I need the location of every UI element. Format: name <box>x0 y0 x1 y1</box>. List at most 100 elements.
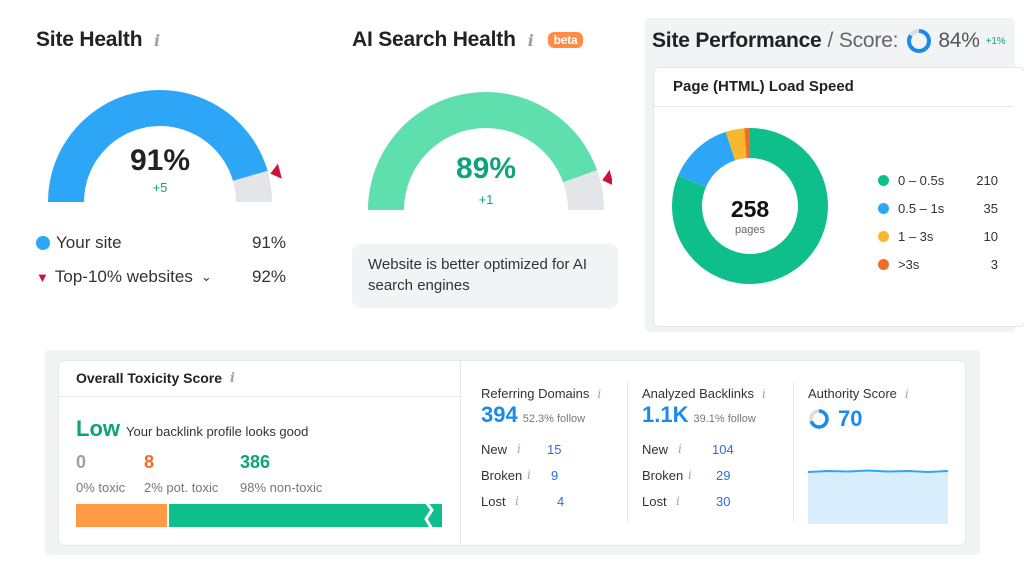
info-icon[interactable]: i <box>153 31 160 50</box>
donut-segment[interactable] <box>678 131 736 188</box>
divider <box>167 504 169 527</box>
row-label: New <box>642 441 669 457</box>
authority-ring-icon <box>809 409 829 429</box>
row-value[interactable]: 9 <box>551 467 559 483</box>
blue-dot-icon <box>36 236 50 250</box>
referring-domains-table: New i 15 Broken i 9 Lost i 4 <box>481 436 581 514</box>
analyzed-backlinks-title-text: Analyzed Backlinks <box>642 386 754 401</box>
authority-title: Authority Score i <box>808 386 909 401</box>
orange-dot-icon <box>878 258 889 270</box>
info-icon[interactable]: i <box>904 386 909 401</box>
info-icon[interactable]: i <box>527 30 534 50</box>
info-icon[interactable]: i <box>597 386 602 401</box>
divider <box>460 360 461 546</box>
table-row: Broken i 9 <box>481 462 581 488</box>
donut-segment[interactable] <box>744 128 750 159</box>
table-row: Lost i 4 <box>481 488 581 514</box>
row-label: New <box>481 441 508 457</box>
top-10-marker-icon <box>602 169 612 185</box>
row-value[interactable]: 104 <box>712 441 734 457</box>
legend-top-10-label: Top-10% websites <box>54 267 193 286</box>
donut-segment[interactable] <box>725 128 747 161</box>
toxic-count: 0 <box>76 452 87 472</box>
analyzed-backlinks-table: New i 104 Broken i 29 Lost i 30 <box>642 436 752 514</box>
score-ring-icon <box>907 29 932 53</box>
info-icon[interactable]: i <box>515 494 519 508</box>
info-icon[interactable]: i <box>230 370 235 386</box>
legend-label: >3s <box>898 256 920 272</box>
legend-item-medium[interactable]: 0.5 – 1s 35 <box>878 194 998 222</box>
score-delta: +1% <box>985 35 1006 47</box>
load-speed-donut <box>672 128 828 284</box>
info-icon[interactable]: i <box>688 468 692 482</box>
ai-health-delta: +1 <box>478 192 494 207</box>
analyzed-backlinks-title: Analyzed Backlinks i <box>642 386 766 401</box>
legend-item-fast[interactable]: 0 – 0.5s 210 <box>878 166 998 194</box>
load-speed-card <box>653 67 1024 327</box>
ai-health-gauge-fill <box>368 92 598 210</box>
referring-domains-title: Referring Domains i <box>481 386 601 401</box>
ai-health-value: 89% <box>455 152 517 185</box>
table-row: Lost i 30 <box>642 488 752 514</box>
row-value[interactable]: 15 <box>547 441 562 457</box>
ai-health-message: Website is better optimized for AI searc… <box>352 244 618 308</box>
ai-health-title: AI Search Health i beta <box>352 28 584 52</box>
info-icon[interactable]: i <box>678 442 682 456</box>
info-icon[interactable]: i <box>676 494 680 508</box>
toxicity-level: Low <box>76 416 120 441</box>
divider <box>58 396 460 397</box>
legend-top-10[interactable]: ▼ Top-10% websites ⌄ 92% <box>36 267 286 287</box>
referring-domains-note: 52.3% follow <box>522 413 586 425</box>
legend-top-10-value: 92% <box>251 267 286 286</box>
score-value: 84% <box>938 29 980 52</box>
load-speed-legend: 0 – 0.5s 210 0.5 – 1s 35 1 – 3s 10 >3s 3 <box>878 166 998 278</box>
ai-health-gauge <box>368 92 612 210</box>
legend-label: 0 – 0.5s <box>898 172 945 188</box>
legend-label: 0.5 – 1s <box>898 200 945 216</box>
analyzed-backlinks-note: 39.1% follow <box>693 413 756 425</box>
beta-badge: beta <box>547 32 584 48</box>
axis-break-icon <box>424 502 434 529</box>
authority-trend-chart <box>808 469 948 524</box>
toxicity-title: Overall Toxicity Score i <box>76 370 235 386</box>
referring-domains-title-text: Referring Domains <box>481 386 590 401</box>
non-toxic-label: 98% non-toxic <box>240 480 323 495</box>
row-label: Broken <box>642 467 684 483</box>
row-value[interactable]: 4 <box>557 493 565 509</box>
row-label: Lost <box>481 493 506 509</box>
legend-label: 1 – 3s <box>898 228 934 244</box>
legend-count: 35 <box>983 200 998 216</box>
donut-segment[interactable] <box>672 128 828 284</box>
yellow-dot-icon <box>878 230 889 242</box>
info-icon[interactable]: i <box>762 386 766 401</box>
toxicity-bar-non-toxic <box>169 502 442 529</box>
toxicity-title-text: Overall Toxicity Score <box>76 370 223 386</box>
legend-item-slow[interactable]: 1 – 3s 10 <box>878 222 998 250</box>
table-row: Broken i 29 <box>642 462 752 488</box>
row-value[interactable]: 29 <box>716 467 731 483</box>
donut-total: 258 <box>730 196 770 222</box>
site-health-delta: +5 <box>152 180 168 195</box>
legend-your-site: Your site 91% <box>36 233 286 253</box>
divider <box>627 382 628 522</box>
analyzed-backlinks-value[interactable]: 1.1K <box>642 402 689 427</box>
toxicity-bar-pot-toxic <box>76 504 167 527</box>
blue-dot-icon <box>878 202 889 214</box>
info-icon[interactable]: i <box>517 442 521 456</box>
legend-your-site-value: 91% <box>251 233 286 252</box>
site-performance-title: Site Performance / Score: 84% +1% <box>652 28 1006 54</box>
legend-item-very-slow[interactable]: >3s 3 <box>878 250 998 278</box>
info-icon[interactable]: i <box>527 468 531 482</box>
toxic-label: 0% toxic <box>76 480 126 495</box>
authority-value[interactable]: 70 <box>838 406 863 431</box>
load-speed-title: Page (HTML) Load Speed <box>673 78 854 95</box>
score-label: / Score: <box>827 29 899 52</box>
row-label: Broken <box>481 467 523 483</box>
referring-domains-value[interactable]: 394 <box>481 402 518 427</box>
chevron-down-icon[interactable]: ⌄ <box>200 269 212 284</box>
red-triangle-icon: ▼ <box>36 269 49 285</box>
row-value[interactable]: 30 <box>716 493 731 509</box>
pot-toxic-label: 2% pot. toxic <box>144 480 219 495</box>
non-toxic-count: 386 <box>240 452 271 472</box>
legend-count: 10 <box>983 228 998 244</box>
